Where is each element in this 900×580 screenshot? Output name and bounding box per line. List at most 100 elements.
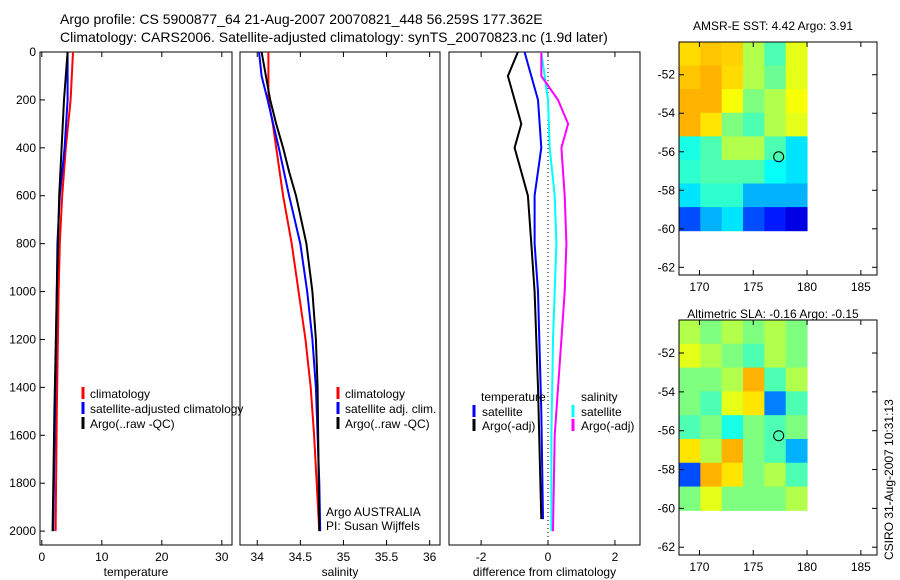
- x-tick-label: 34: [251, 550, 265, 564]
- x-tick-label: 180: [797, 280, 817, 294]
- sst-cell: [700, 159, 723, 185]
- x-tick-label: 170: [689, 560, 709, 574]
- sst-cell: [764, 183, 787, 208]
- y-tick-label: 0: [29, 45, 36, 59]
- sla-cell: [721, 462, 744, 488]
- sla-cell: [679, 462, 701, 488]
- sst-cell: [721, 159, 744, 185]
- series-salinity-satellite: [540, 51, 558, 532]
- sst-cell: [700, 89, 723, 114]
- sla-cell: [700, 438, 723, 464]
- legend-label: Argo(-adj): [482, 419, 535, 433]
- sla-cell: [679, 320, 701, 345]
- sla-cell: [743, 438, 765, 464]
- sst-cell: [679, 136, 701, 161]
- sst-cell: [785, 183, 808, 208]
- y-tick-label: 400: [16, 141, 36, 155]
- sst-cell: [743, 207, 765, 232]
- sla-cell: [764, 438, 787, 464]
- sla-cell: [700, 391, 723, 416]
- sst-cell: [721, 207, 744, 232]
- series-temperature-argo-adj-: [506, 51, 543, 520]
- sst-axes-box: [678, 41, 878, 276]
- sla-cell: [785, 320, 808, 345]
- y-tick-label: 1400: [9, 380, 36, 394]
- sst-cell: [700, 42, 723, 67]
- sla-cell: [721, 343, 744, 369]
- y-tick-label: 1000: [9, 285, 36, 299]
- sla-cell: [679, 367, 701, 392]
- sst-cell: [764, 89, 787, 114]
- y-tick-label: -54: [658, 385, 676, 399]
- legend-label: satellite: [482, 405, 523, 419]
- sla-cell: [764, 391, 787, 416]
- sal-x-label: salinity: [322, 565, 359, 579]
- sla-cell: [700, 415, 723, 440]
- sst-cell: [679, 112, 701, 137]
- sst-cell: [721, 89, 744, 114]
- y-tick-label: -54: [658, 106, 676, 120]
- sla-cell: [743, 486, 765, 511]
- y-tick-label: 2000: [9, 524, 36, 538]
- sst-cell: [700, 112, 723, 137]
- sla-cell: [764, 462, 787, 488]
- sla-cell: [700, 462, 723, 488]
- y-tick-label: 600: [16, 189, 36, 203]
- sla-cell: [721, 438, 744, 464]
- legend-label: satellite-adjusted climatology: [90, 402, 243, 416]
- header-line-2: Climatology: CARS2006. Satellite-adjuste…: [60, 29, 608, 45]
- y-tick-label: 1200: [9, 332, 36, 346]
- y-tick-label: 1800: [9, 476, 36, 490]
- sst-cell: [785, 136, 808, 161]
- sla-cell: [743, 343, 765, 369]
- y-tick-label: -52: [658, 346, 676, 360]
- sla-axes-box: [678, 319, 878, 556]
- annotation: Argo AUSTRALIA: [326, 505, 421, 519]
- sla-cell: [721, 320, 744, 345]
- sst-cell: [743, 159, 765, 185]
- sst-cell: [721, 65, 744, 90]
- sla-cell: [721, 391, 744, 416]
- sst-cell: [785, 65, 808, 90]
- sst-cell: [764, 136, 787, 161]
- sst-cell: [743, 42, 765, 67]
- series-satellite-adj-clim-: [258, 51, 322, 532]
- y-tick-label: -58: [658, 463, 676, 477]
- sla-cell: [785, 415, 808, 440]
- x-tick-label: 30: [215, 550, 229, 564]
- series-climatology: [54, 51, 74, 532]
- sla-cell: [721, 415, 744, 440]
- sst-cell: [785, 42, 808, 67]
- legend-group-title: temperature: [481, 390, 546, 404]
- sla-cell: [785, 343, 808, 369]
- sla-cell: [764, 486, 787, 511]
- diff-x-label: difference from climatology: [473, 565, 616, 579]
- y-tick-label: -60: [658, 501, 676, 515]
- sst-cell: [764, 112, 787, 137]
- x-tick-label: 2: [612, 550, 619, 564]
- sla-cell: [764, 320, 787, 345]
- legend-label: satellite adj. clim.: [345, 402, 436, 416]
- diff-axes-box: [448, 51, 641, 546]
- sst-cell: [700, 207, 723, 232]
- sst-cell: [721, 42, 744, 67]
- y-tick-label: -56: [658, 145, 676, 159]
- sla-cell: [679, 438, 701, 464]
- sla-cell: [679, 391, 701, 416]
- sst-cell: [743, 89, 765, 114]
- x-tick-label: 10: [95, 550, 109, 564]
- sla-cell: [743, 462, 765, 488]
- sst-cell: [700, 136, 723, 161]
- x-tick-label: 180: [797, 560, 817, 574]
- sla-cell: [785, 438, 808, 464]
- x-tick-label: 185: [851, 280, 871, 294]
- x-tick-label: -2: [476, 550, 487, 564]
- sst-cell: [764, 42, 787, 67]
- sst-cell: [785, 112, 808, 137]
- sla-cell: [743, 367, 765, 392]
- sla-cell: [785, 391, 808, 416]
- y-tick-label: -62: [658, 540, 676, 554]
- temp-x-label: temperature: [104, 565, 169, 579]
- x-tick-label: 35.5: [375, 550, 399, 564]
